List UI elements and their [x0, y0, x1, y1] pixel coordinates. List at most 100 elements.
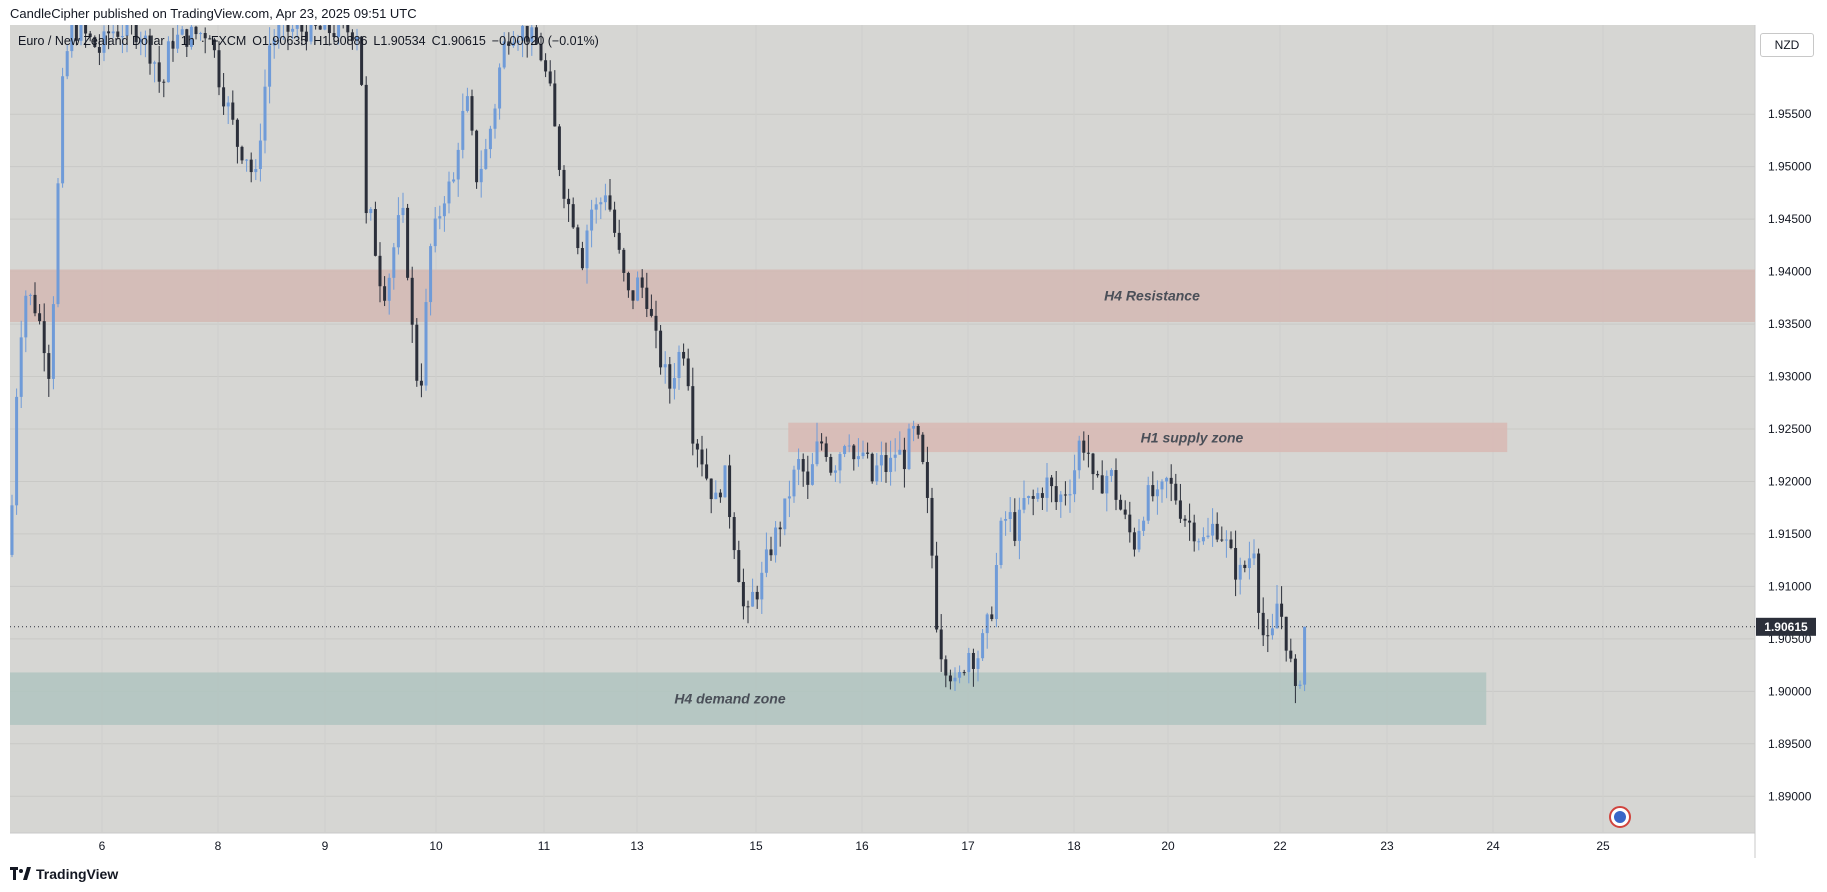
candle-body [815, 441, 819, 465]
time-tick-label: 23 [1380, 839, 1394, 853]
candle-body [622, 249, 626, 273]
candle-body [502, 41, 506, 68]
candle-body [1054, 486, 1058, 503]
currency-badge[interactable]: NZD [1760, 33, 1814, 57]
candle-body [199, 33, 203, 35]
candle-body [38, 313, 42, 322]
price-tick-label: 1.91500 [1768, 527, 1812, 541]
time-tick-label: 17 [961, 839, 975, 853]
candle-body [939, 629, 943, 660]
publish-caption: CandleCipher published on TradingView.co… [10, 6, 417, 21]
candle-body [318, 25, 322, 30]
candle-body [603, 195, 607, 203]
candle-body [134, 24, 138, 43]
candle-body [373, 209, 377, 256]
legend-symbol[interactable]: Euro / New Zealand Dollar [18, 34, 165, 48]
symbol-legend[interactable]: Euro / New Zealand Dollar · 1h · FXCM O1.9063… [18, 34, 605, 48]
candle-body [962, 672, 966, 674]
candle-body [889, 457, 893, 473]
candle-body [1229, 539, 1233, 549]
candle-body [769, 549, 773, 556]
candle-body [935, 555, 939, 630]
tradingview-logo[interactable]: TradingView [10, 866, 118, 882]
candle-body [847, 445, 851, 447]
candle-body [1068, 494, 1072, 496]
legend-sep: · [170, 34, 175, 48]
candle-body [153, 62, 157, 64]
candle-body [585, 230, 589, 269]
price-tick-label: 1.92500 [1768, 422, 1812, 436]
candle-body [659, 330, 663, 368]
candle-body [300, 23, 304, 32]
candle-body [396, 215, 400, 248]
candle-body [1234, 548, 1238, 580]
candle-body [1022, 497, 1026, 510]
candle-body [65, 51, 69, 77]
candle-body [852, 445, 856, 460]
candle-body [116, 31, 120, 37]
candle-body [544, 60, 548, 72]
candle-body [240, 146, 244, 161]
candle-body [378, 255, 382, 287]
candle-body [415, 324, 419, 381]
candle-body [139, 39, 143, 43]
price-scale-background[interactable] [1755, 25, 1818, 858]
candle-body [327, 18, 331, 34]
candle-body [879, 455, 883, 466]
candle-body [571, 204, 575, 228]
legend-change: −0.00020 (−0.01%) [491, 34, 599, 48]
candle-body [1155, 489, 1159, 497]
candle-body [700, 449, 704, 465]
candle-body [534, 27, 538, 45]
price-tick-label: 1.95000 [1768, 160, 1812, 174]
candle-body [1298, 684, 1302, 686]
candle-body [507, 41, 511, 46]
candle-body [61, 76, 65, 184]
candle-body [1114, 470, 1118, 500]
candle-body [194, 26, 198, 35]
price-tick-label: 1.92000 [1768, 474, 1812, 488]
replay-marker[interactable] [1609, 806, 1631, 828]
candle-body [235, 119, 239, 147]
candle-body [1220, 539, 1224, 541]
tradingview-logo-icon [10, 867, 31, 880]
candle-body [488, 128, 492, 150]
candle-body [406, 207, 410, 278]
candle-body [268, 45, 272, 87]
candle-body [668, 364, 672, 389]
candle-body [442, 203, 446, 217]
candle-body [1215, 523, 1219, 540]
legend-interval: 1h [180, 34, 195, 48]
candle-body [884, 455, 888, 473]
candle-body [718, 492, 722, 498]
price-chart[interactable]: H4 Resistance H1 supply zone H4 demand zon… [10, 17, 1818, 858]
candle-body [148, 35, 152, 64]
candle-body [1040, 493, 1044, 498]
candle-body [452, 179, 456, 182]
candle-body [1261, 612, 1265, 636]
candle-body [1280, 603, 1284, 617]
candle-body [925, 462, 929, 498]
candle-body [1059, 494, 1063, 503]
candle-body [291, 28, 295, 32]
candle-body [419, 380, 423, 386]
zone-label: H4 Resistance [1104, 288, 1200, 304]
candle-body [539, 44, 543, 61]
candle-body [525, 25, 529, 42]
candle-body [1266, 635, 1270, 637]
candle-body [1243, 564, 1247, 569]
candle-body [686, 358, 690, 387]
time-scale-background[interactable] [10, 833, 1755, 858]
candle-body [1284, 616, 1288, 651]
price-tick-label: 1.91000 [1768, 579, 1812, 593]
candle-body [461, 110, 465, 150]
candle-body [672, 378, 676, 389]
candle-body [1119, 499, 1123, 510]
candle-body [171, 41, 175, 49]
candle-body [1188, 520, 1192, 523]
candle-body [1142, 520, 1146, 531]
candle-body [249, 159, 253, 173]
chart-area[interactable]: H4 Resistance H1 supply zone H4 demand zon… [10, 17, 1818, 858]
candle-body [337, 19, 341, 37]
candle-body [516, 40, 520, 43]
